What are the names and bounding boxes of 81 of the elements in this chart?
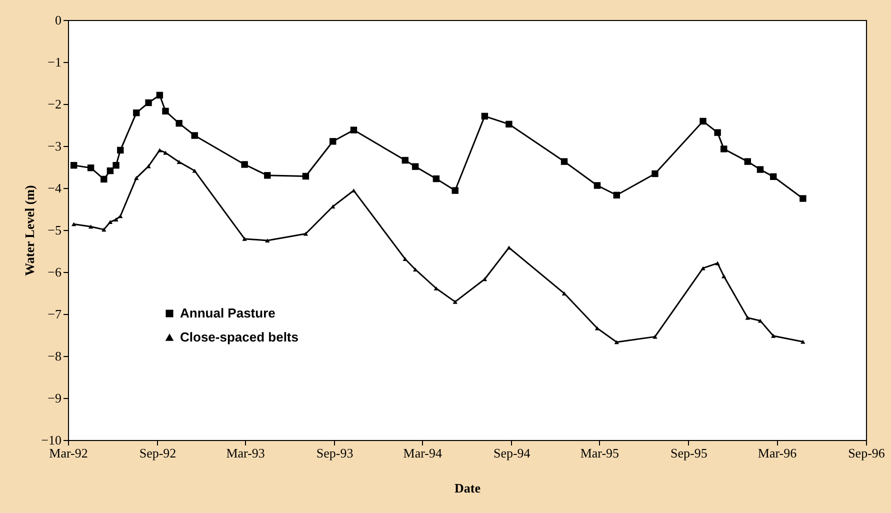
point [114,217,118,222]
point [560,158,568,165]
y-tick-label: −4 [48,180,62,196]
point [302,172,310,180]
point [506,120,512,128]
x-tick-label: Mar-94 [403,446,442,460]
point [350,126,358,134]
point [652,170,658,178]
point [402,156,409,164]
point [163,150,168,155]
y-tick-label: −9 [48,390,62,406]
x-tick-label: Sep-93 [316,446,354,460]
point [264,172,271,179]
x-tick-label: Mar-95 [580,446,620,460]
point [800,340,806,344]
point [614,340,619,344]
point [481,112,488,120]
point [758,318,763,323]
x-tick-label: Mar-96 [758,446,798,460]
point [88,224,94,229]
x-tick-label: Sep-94 [493,446,531,460]
point [303,232,308,236]
point [108,220,113,224]
point [330,204,336,209]
point [192,168,197,173]
point [100,176,108,183]
point [330,138,336,145]
point [241,161,248,168]
point [145,99,152,106]
y-tick-label: −8 [48,348,62,364]
x-tick-label: Sep-92 [139,446,176,460]
point [744,158,751,165]
point [800,195,806,202]
point [102,228,106,232]
point [242,236,247,241]
y-tick-label: −1 [48,54,62,70]
legend-label: Annual Pasture [180,306,276,320]
y-tick-label: −10 [41,432,62,448]
point [432,175,440,182]
point [118,214,123,218]
point [191,132,198,139]
point [452,187,458,194]
y-tick-label: −2 [48,96,62,112]
point [71,222,76,226]
y-tick-label: −5 [48,222,62,238]
point [720,146,728,152]
point [156,92,164,99]
point [714,129,721,136]
point [770,173,777,180]
point [112,162,120,169]
legend-label: Close-spaced belts [180,330,298,344]
point [452,300,458,304]
point [613,192,620,198]
point [771,334,776,338]
point [106,167,114,174]
point [176,160,182,164]
point [176,120,182,127]
point [162,108,169,114]
point [700,118,706,125]
point [87,164,94,172]
y-tick-label: 0 [55,12,62,28]
x-tick-label: Mar-93 [226,446,265,460]
x-tick-label: Sep-96 [848,446,886,460]
point [594,182,601,189]
point [265,238,270,243]
point [756,166,764,173]
point [745,316,750,320]
x-tick-label: Sep-95 [670,446,708,460]
y-axis-title: Water Level (m) [22,185,38,276]
point [133,109,140,116]
point [70,162,78,169]
point [134,176,139,180]
point [700,266,706,270]
point [117,146,124,154]
x-tick-label: Mar-92 [49,446,88,460]
y-tick-label: −6 [48,264,62,280]
x-axis-title: Date [454,480,481,496]
y-tick-label: −7 [48,306,62,322]
y-tick-label: −3 [48,138,62,154]
point [402,256,408,262]
point [412,163,419,170]
